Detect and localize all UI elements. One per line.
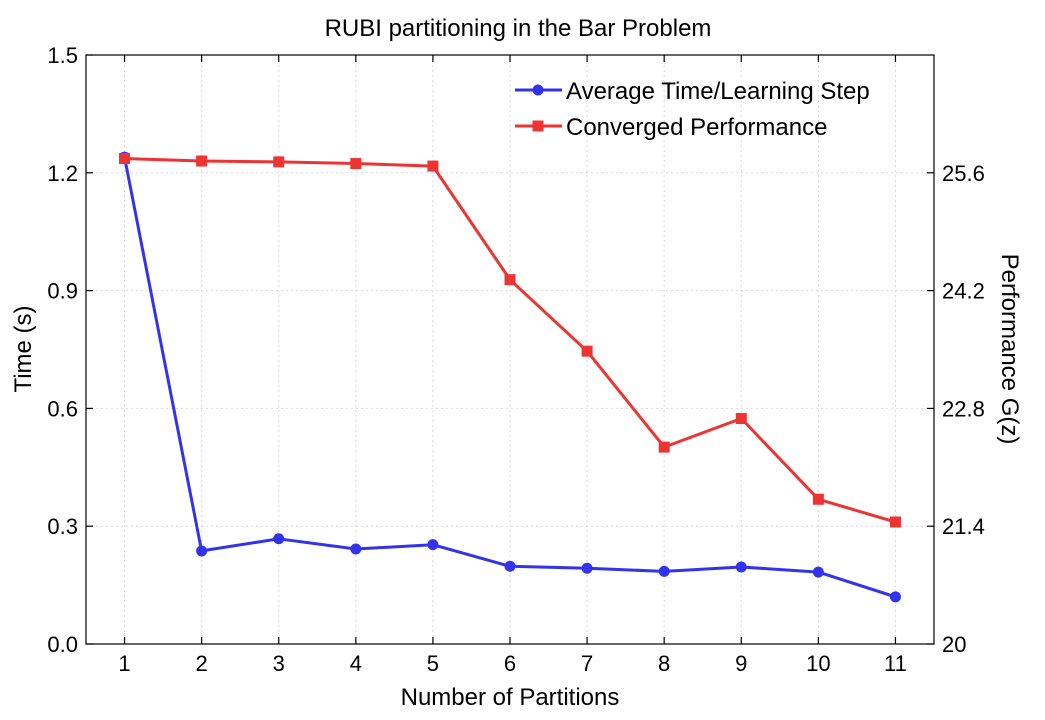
x-tick-label: 6: [504, 651, 516, 676]
data-point-time: [504, 560, 516, 572]
x-tick-label: 5: [427, 651, 439, 676]
legend-marker-time: [532, 84, 544, 96]
data-point-performance: [581, 345, 593, 357]
data-point-time: [735, 561, 747, 573]
y-tick-label: 1.5: [47, 43, 78, 68]
data-point-performance: [119, 152, 131, 164]
x-tick-label: 11: [884, 651, 907, 676]
x-axis-label: Number of Partitions: [401, 684, 620, 711]
data-point-time: [889, 591, 901, 603]
y-tick-label: 0.0: [47, 632, 78, 657]
data-point-time: [658, 565, 670, 577]
y-tick-label: 0.3: [47, 514, 78, 539]
data-point-performance: [273, 156, 285, 168]
legend-label-time: Average Time/Learning Step: [566, 78, 870, 105]
data-point-performance: [350, 158, 362, 170]
x-tick-label: 4: [350, 651, 362, 676]
data-point-performance: [196, 155, 208, 167]
y-tick-label: 0.9: [47, 279, 78, 304]
data-point-time: [812, 566, 824, 578]
data-point-performance: [427, 160, 439, 172]
y-tick-label: 1.2: [47, 161, 78, 186]
series-layer: [119, 151, 901, 603]
data-point-time: [427, 539, 439, 551]
y2-tick-label: 21.4: [942, 514, 985, 539]
data-point-time: [196, 545, 208, 557]
x-tick-label: 3: [273, 651, 285, 676]
data-point-time: [350, 543, 362, 555]
y2-tick-label: 20: [942, 632, 966, 657]
data-point-performance: [889, 516, 901, 528]
legend-label-performance: Converged Performance: [566, 114, 827, 141]
x-tick-label: 8: [658, 651, 670, 676]
data-point-performance: [735, 412, 747, 424]
x-tick-label: 10: [806, 651, 830, 676]
x-tick-label: 2: [196, 651, 208, 676]
data-point-performance: [504, 274, 516, 286]
legend: Average Time/Learning Step Converged Per…: [515, 78, 870, 141]
y2-tick-label: 24.2: [942, 279, 985, 304]
x-tick-label: 1: [118, 651, 130, 676]
y2-axis-label: Performance G(z): [996, 254, 1023, 445]
y2-tick-label: 25.6: [942, 161, 985, 186]
x-tick-label: 9: [735, 651, 747, 676]
y-axis-label: Time (s): [10, 305, 37, 392]
ticks-layer: 1 2 3 4 5 6 7 8 9 10 11 0.0 0.3 0.6 0.9 1.2 1.5 20 21.4 22.…: [47, 43, 984, 676]
data-point-time: [581, 562, 593, 574]
chart-title: RUBI partitioning in the Bar Problem: [325, 15, 712, 42]
legend-marker-performance: [532, 120, 544, 132]
x-tick-label: 7: [581, 651, 593, 676]
y2-tick-label: 22.8: [942, 396, 985, 421]
y-tick-label: 0.6: [47, 396, 78, 421]
data-point-performance: [812, 493, 824, 505]
data-point-time: [273, 533, 285, 545]
grid-layer: [86, 55, 934, 644]
data-point-performance: [658, 441, 670, 453]
